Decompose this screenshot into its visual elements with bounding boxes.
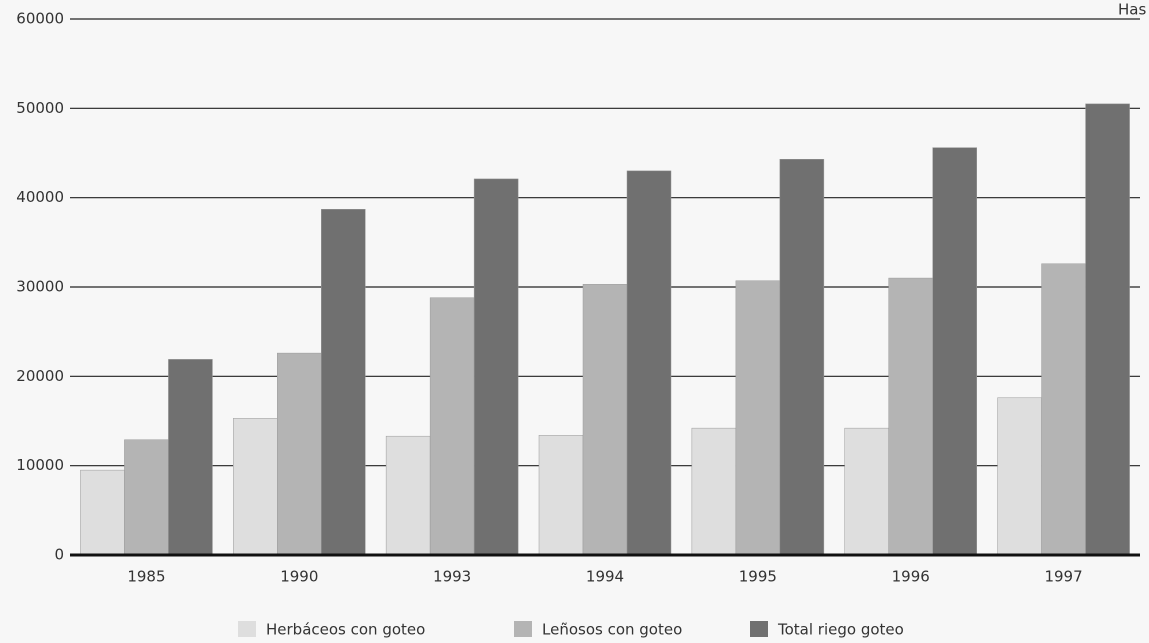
bar xyxy=(277,352,322,556)
y-tick-label: 20000 xyxy=(16,367,64,385)
legend-label: Total riego goteo xyxy=(777,621,904,639)
x-tick-label: 1994 xyxy=(586,568,624,586)
x-tick-label: 1990 xyxy=(280,568,318,586)
bar xyxy=(1041,263,1086,556)
bar xyxy=(429,297,475,556)
x-tick-label: 1985 xyxy=(127,568,165,586)
bar xyxy=(997,397,1042,556)
bar xyxy=(538,435,584,556)
bar xyxy=(626,170,672,556)
y-tick-label: 30000 xyxy=(16,278,64,296)
x-tick-label: 1995 xyxy=(739,568,777,586)
x-tick-label: 1993 xyxy=(433,568,471,586)
bar xyxy=(932,147,977,556)
bar xyxy=(1085,103,1130,556)
y-tick-label: 0 xyxy=(54,546,64,564)
y-tick-label: 10000 xyxy=(16,456,64,474)
bar xyxy=(124,439,169,556)
y-tick-label: 50000 xyxy=(16,99,64,117)
x-tick-label: 1996 xyxy=(892,568,930,586)
legend-swatch xyxy=(750,621,768,637)
bar xyxy=(844,427,889,556)
bar xyxy=(80,469,125,556)
x-tick-label: 1997 xyxy=(1044,568,1082,586)
bar xyxy=(321,209,366,556)
y-tick-label: 60000 xyxy=(16,10,64,28)
bar xyxy=(582,284,628,556)
bar xyxy=(691,427,737,556)
y-tick-label: 40000 xyxy=(16,188,64,206)
legend-label: Leñosos con goteo xyxy=(542,621,682,639)
bar xyxy=(779,159,825,556)
y-axis-label: Has xyxy=(1118,1,1146,19)
bar xyxy=(888,277,933,556)
bar xyxy=(473,178,519,556)
legend-swatch xyxy=(238,621,256,637)
legend-swatch xyxy=(514,621,532,637)
legend-label: Herbáceos con goteo xyxy=(266,621,425,639)
bar xyxy=(735,280,781,556)
bar xyxy=(168,359,213,556)
bar xyxy=(233,418,278,556)
bar xyxy=(385,435,431,556)
